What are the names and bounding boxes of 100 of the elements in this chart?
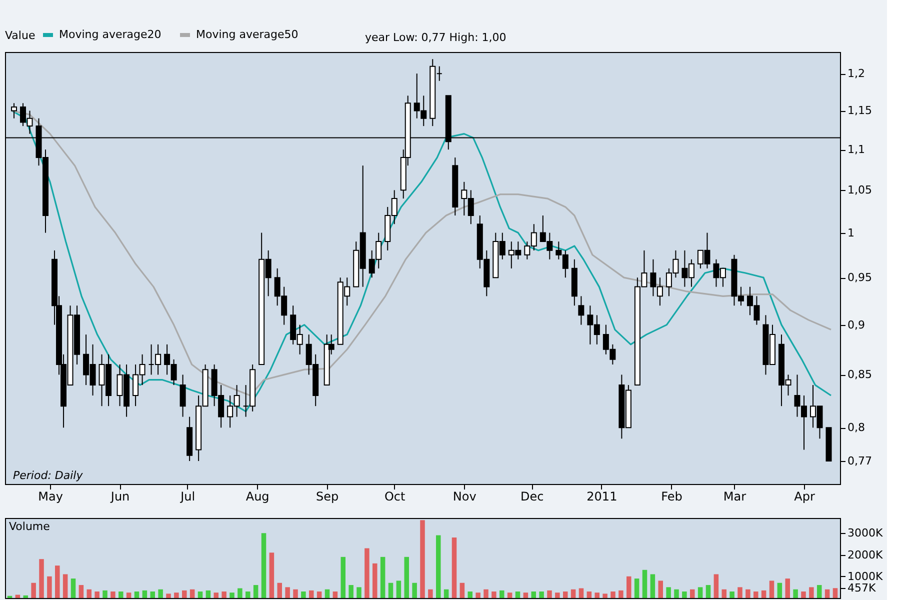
bar [698, 587, 703, 598]
bar [308, 590, 314, 598]
bar [70, 578, 76, 598]
bar [182, 590, 187, 598]
bar [110, 592, 116, 598]
bar [301, 592, 306, 598]
bar [396, 580, 402, 598]
bar [324, 589, 330, 598]
bar [468, 592, 473, 598]
bar [484, 589, 488, 598]
x-tick-label: Oct [384, 490, 406, 504]
bar [142, 590, 148, 598]
bar [690, 589, 695, 598]
bar [824, 589, 830, 598]
bar [316, 592, 322, 598]
bar [230, 592, 234, 598]
legend-label: Moving average20 [59, 28, 162, 41]
bar [404, 556, 410, 598]
bar [492, 592, 496, 598]
bar [388, 582, 394, 598]
bar [428, 589, 433, 598]
bar [238, 588, 242, 598]
bar [722, 589, 726, 598]
chart-title: Volume [9, 520, 50, 533]
y-tick-label: 2000K [848, 548, 884, 562]
bar [618, 590, 624, 598]
bar [348, 585, 354, 598]
bar [31, 582, 36, 598]
bar [706, 585, 711, 598]
bar [277, 582, 282, 598]
bar [78, 585, 84, 598]
bar [650, 574, 656, 598]
bar [269, 552, 274, 598]
bar [293, 589, 298, 598]
bar [126, 592, 132, 598]
bar [253, 585, 258, 598]
bar [134, 592, 140, 598]
bar [94, 592, 100, 598]
bar [793, 589, 798, 598]
bar [444, 589, 449, 598]
bar [682, 592, 687, 598]
bar [476, 592, 480, 598]
bar [531, 592, 536, 598]
bar [23, 595, 28, 598]
bar [340, 556, 346, 598]
bar [285, 587, 290, 598]
x-tick-label: Jul [180, 490, 196, 504]
bar [769, 580, 774, 598]
bar [206, 590, 211, 598]
y-tick-label: 457K [848, 582, 876, 595]
candlestick [180, 374, 186, 418]
bar [801, 592, 806, 598]
bar [666, 587, 671, 598]
bar [547, 590, 552, 598]
bar [658, 580, 663, 598]
bar [753, 592, 758, 598]
bar [158, 589, 163, 598]
y-tick-label: 0,95 [848, 271, 872, 284]
x-tick-label: Feb [661, 490, 682, 504]
y-tick-label: 0,77 [848, 454, 872, 468]
bar [62, 574, 68, 598]
x-tick-label: Apr [794, 490, 815, 504]
bar [507, 592, 512, 598]
candlestick [11, 102, 18, 119]
legend-label: Moving average50 [196, 28, 298, 41]
x-tick-label: May [38, 490, 63, 504]
bar [738, 587, 742, 598]
bar [586, 592, 592, 598]
y-tick-label: 0,9 [848, 318, 865, 332]
bar [610, 592, 616, 598]
bar [190, 589, 195, 598]
bar [356, 587, 362, 598]
bar [626, 576, 632, 598]
bar [555, 592, 560, 598]
bar [746, 589, 750, 598]
bar [174, 592, 179, 598]
bar [39, 559, 44, 598]
bar [714, 574, 719, 598]
bar [634, 578, 640, 598]
bar [86, 589, 92, 598]
bar [150, 592, 156, 598]
bar [761, 590, 766, 598]
y-tick-label: 1 [848, 226, 854, 240]
x-tick-label: Dec [520, 490, 544, 504]
bar [380, 556, 386, 598]
y-tick-label: 1,15 [848, 104, 872, 118]
bar [460, 582, 465, 598]
bar [777, 582, 782, 598]
x-tick-label: Jun [110, 490, 130, 504]
bar [55, 566, 60, 598]
bar [364, 548, 370, 598]
y-tick-label: 1,2 [848, 67, 865, 80]
bar [261, 533, 266, 598]
bar [674, 589, 679, 598]
bar [816, 585, 822, 598]
bar [832, 588, 838, 598]
bar [515, 592, 520, 598]
y-tick-label: 1,05 [848, 184, 872, 197]
bar [594, 592, 600, 598]
bar [578, 588, 584, 598]
